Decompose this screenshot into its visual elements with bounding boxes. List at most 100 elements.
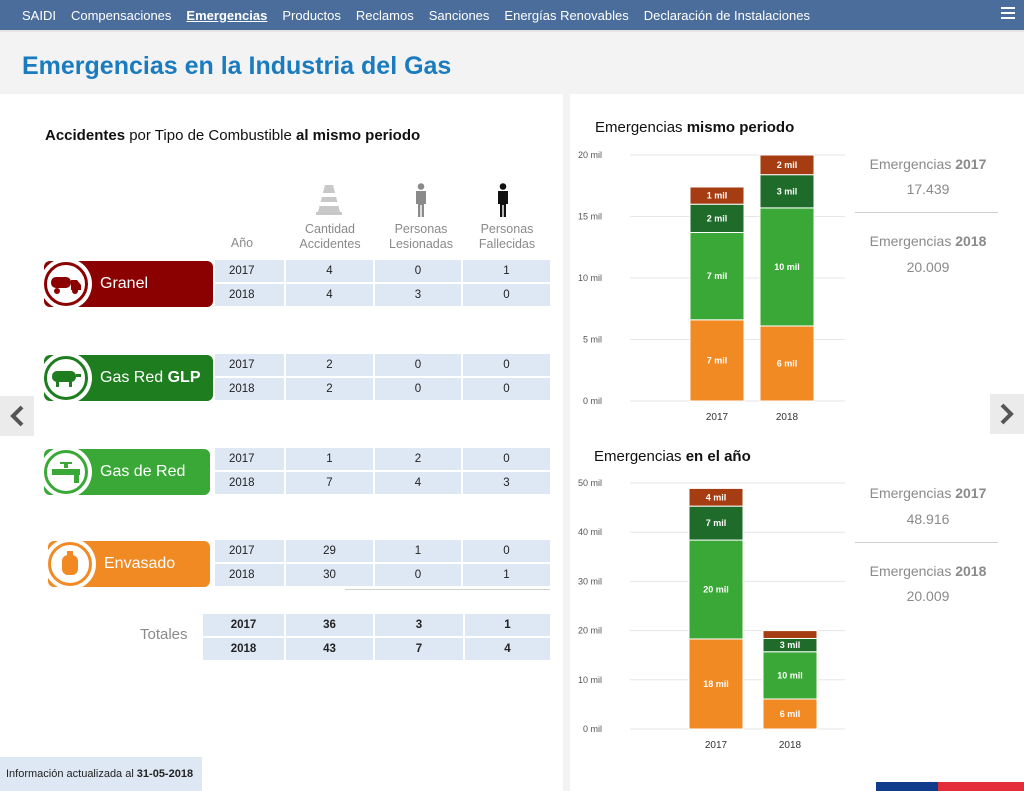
nav-item-saidi[interactable]: SAIDI [22, 7, 56, 23]
table-cell-injured: 3 [375, 284, 461, 306]
x-tick-label: 2017 [705, 740, 728, 751]
table-cell-injured: 0 [375, 378, 461, 400]
table-cell-accidents: 29 [286, 540, 373, 562]
stat-label-year: 2017 [955, 156, 987, 172]
bar-segment [688, 638, 744, 730]
table-cell-accidents: 30 [286, 564, 373, 586]
fuel-icon-ring [48, 542, 92, 586]
stat-label-year: 2017 [955, 485, 987, 501]
divider [855, 212, 998, 213]
fuel-name: Gas de Red [100, 463, 185, 481]
stat-label-year: 2018 [955, 563, 987, 579]
table-cell-year: 2017 [215, 354, 284, 376]
table-cell-dead: 0 [463, 448, 550, 470]
stat-value-same-period-2018: 20.009 [906, 259, 950, 275]
bar-segment [759, 154, 815, 176]
y-tick-label: 0 mil [583, 724, 602, 734]
stat-value-same-period-2017: 17.439 [906, 181, 950, 197]
table-cell-year: 2018 [215, 564, 284, 586]
col-header-accidents-line2: Accidentes [299, 237, 361, 251]
x-tick-label: 2018 [779, 740, 802, 751]
table-cell-accidents: 1 [286, 448, 373, 470]
y-tick-label: 15 mil [578, 212, 602, 222]
bar-data-label: 20 mil [703, 585, 729, 595]
stat-label-year: 2018 [955, 233, 987, 249]
bar-data-label: 4 mil [706, 492, 727, 502]
col-header-dead-line1: Personas [480, 222, 534, 236]
y-tick-label: 30 mil [578, 576, 602, 586]
nav-item-sanciones[interactable]: Sanciones [428, 7, 490, 23]
totals-cell-injured: 7 [375, 638, 463, 660]
accidents-panel [0, 94, 563, 791]
col-header-dead: Personas Fallecidas [464, 222, 550, 252]
table-cell-accidents: 4 [286, 284, 373, 306]
col-header-accidents: Cantidad Accidentes [286, 222, 374, 252]
page-title: Emergencias en la Industria del Gas [22, 52, 452, 80]
stat-label-text: Emergencias [869, 485, 956, 501]
traffic-cone-icon [316, 185, 342, 215]
col-header-accidents-line1: Cantidad [304, 222, 356, 236]
bar-segment [689, 231, 745, 321]
table-cell-dead: 0 [463, 284, 550, 306]
fuel-name-text: Gas de Red [100, 463, 186, 480]
chart-same-period: 0 mil 5 mil 10 mil 15 mil 20 mil 7 mil 7 mil 2 … [578, 150, 845, 423]
table-cell-year: 2018 [215, 284, 284, 306]
fuel-name: Envasado [104, 555, 175, 573]
fuel-name-text: Gas Red [100, 369, 168, 386]
fuel-name: Gas Red GLP [100, 369, 200, 387]
bar-segment [759, 174, 815, 209]
chart2-title-normal: Emergencias [594, 448, 686, 465]
accidents-title-bold2: al mismo periodo [295, 127, 421, 144]
chart2-title-bold: en el año [685, 448, 751, 465]
nav-item-productos[interactable]: Productos [282, 7, 341, 23]
nav-item-energias-renovables[interactable]: Energías Renovables [504, 7, 629, 23]
y-tick-label: 10 mil [578, 273, 602, 283]
bar-data-label: 10 mil [774, 262, 800, 272]
fuel-icon-frame [40, 258, 92, 310]
table-cell-injured: 1 [375, 540, 461, 562]
bar-segment [762, 651, 818, 700]
nav-item-compensaciones[interactable]: Compensaciones [70, 7, 172, 23]
fuel-label-envasado: Envasado [44, 538, 210, 590]
totals-cell-dead: 1 [465, 614, 550, 636]
fuel-icon-frame [40, 352, 92, 404]
y-tick-label: 20 mil [578, 626, 602, 636]
gas-cylinder-icon [62, 551, 78, 575]
menu-icon[interactable] [1001, 7, 1015, 21]
col-header-injured: Personas Lesionadas [376, 222, 466, 252]
divider [345, 589, 550, 590]
accidents-title: Accidentes por Tipo de Combustible al mi… [45, 127, 420, 144]
fuel-icon-ring [44, 450, 88, 494]
title-bar: Emergencias en la Industria del Gas [0, 30, 1024, 94]
bar-data-label: 7 mil [707, 355, 728, 365]
next-arrow-button[interactable] [990, 394, 1024, 434]
last-updated-note: Información actualizada al 31-05-2018 [0, 757, 202, 791]
nav-item-reclamos[interactable]: Reclamos [355, 7, 414, 23]
previous-arrow-button[interactable] [0, 396, 34, 436]
stat-label-same-period-2018: Emergencias 2018 [848, 233, 1008, 249]
nav-item-declaracion-instalaciones[interactable]: Declaración de Instalaciones [643, 7, 810, 23]
table-cell-year: 2018 [215, 378, 284, 400]
fuel-icon-ring [44, 262, 88, 306]
table-cell-dead: 0 [463, 540, 550, 562]
top-navigation: SAIDI Compensaciones Emergencias Product… [0, 0, 1024, 30]
stat-label-text: Emergencias [869, 563, 956, 579]
y-tick-label: 50 mil [578, 478, 602, 488]
x-tick-label: 2017 [706, 412, 729, 423]
col-header-injured-line2: Lesionadas [389, 237, 453, 251]
stat-label-year-2017: Emergencias 2017 [848, 485, 1008, 501]
chart1-title-normal: Emergencias [595, 119, 687, 136]
chevron-left-icon [10, 405, 24, 427]
fuel-icon-frame [44, 538, 96, 590]
stat-label-year-2018: Emergencias 2018 [848, 563, 1008, 579]
totals-label: Totales [140, 626, 188, 643]
bar-data-label: 3 mil [777, 186, 798, 196]
bar-segment [762, 630, 818, 639]
flag-bar [876, 782, 1024, 791]
nav-item-emergencias[interactable]: Emergencias [186, 7, 268, 23]
accidents-title-bold1: Accidentes [45, 127, 126, 144]
table-cell-year: 2017 [215, 540, 284, 562]
bar-segment [688, 505, 744, 541]
y-tick-label: 5 mil [583, 335, 602, 345]
totals-cell-accidents: 36 [286, 614, 373, 636]
